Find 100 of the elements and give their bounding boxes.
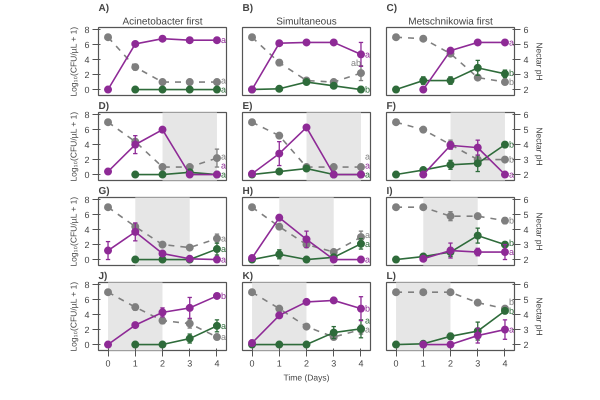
- y-tick-label: 6: [84, 125, 90, 136]
- data-label: a: [220, 170, 226, 180]
- y2-tick-label: 4: [524, 310, 529, 320]
- data-label: a: [364, 170, 370, 180]
- y-tick-label: 4: [84, 310, 90, 320]
- data-label: b: [364, 84, 370, 95]
- y2-tick-label: 2: [524, 85, 529, 96]
- data-label: a: [364, 152, 370, 162]
- data-label: a: [220, 244, 226, 254]
- y2-tick-label: 5: [524, 295, 529, 306]
- y2-tick-label: 4: [524, 225, 529, 236]
- data-label: b: [364, 304, 370, 314]
- chart-subtitle: Metschnikowia first: [408, 16, 493, 28]
- y2-tick-label: 5: [524, 40, 529, 50]
- y2-tick-label: 6: [524, 110, 529, 120]
- y-tick-label: 8: [84, 195, 90, 206]
- y2-tick-label: 4: [524, 140, 529, 150]
- x-tick-label: 1: [276, 358, 282, 368]
- chart-title: E): [242, 101, 252, 112]
- x-tick-label: 0: [106, 358, 111, 368]
- x-tick-label: 2: [304, 358, 310, 368]
- y-tick-label: 4: [84, 140, 90, 150]
- data-label: a: [220, 254, 226, 265]
- chart-title: K): [242, 271, 254, 282]
- y2-tick-label: 3: [524, 155, 529, 166]
- data-label: a: [364, 230, 370, 240]
- x-tick-label: 3: [187, 358, 192, 368]
- x-tick-label: 4: [358, 358, 364, 368]
- y-tick-label: 4: [84, 55, 90, 66]
- y-tick-label: 4: [84, 225, 90, 236]
- x-tick-label: 2: [160, 358, 166, 368]
- y2-tick-label: 2: [524, 255, 529, 266]
- data-label: b: [508, 306, 514, 316]
- y2-tick-label: 2: [524, 170, 529, 180]
- y-tick-label: 0: [84, 340, 90, 350]
- y-tick-label: 8: [84, 280, 90, 290]
- chart-title: H): [242, 186, 254, 197]
- data-label: a: [220, 332, 226, 342]
- x-tick-label: 4: [214, 358, 220, 368]
- data-label: a: [364, 160, 370, 171]
- data-label: a: [364, 254, 370, 265]
- y-axis-title: Log₁₀(CFU/µL + 1): [68, 26, 78, 97]
- y-tick-label: 6: [84, 210, 90, 220]
- y-tick-label: 6: [84, 40, 90, 50]
- x-tick-label: 0: [394, 358, 399, 368]
- data-label: a: [220, 152, 226, 162]
- data-label: a: [364, 316, 370, 326]
- data-label: a: [220, 84, 226, 95]
- data-label: a: [220, 320, 226, 331]
- data-label: b: [508, 296, 514, 307]
- y2-tick-label: 2: [524, 340, 529, 350]
- y2-tick-label: 3: [524, 325, 529, 336]
- y-axis-title: Log₁₀(CFU/µL + 1): [68, 112, 78, 182]
- data-label: a: [220, 35, 226, 46]
- y2-axis-title: Nectar pH: [534, 297, 545, 336]
- chart-title: C): [386, 3, 398, 14]
- data-label: a: [364, 49, 370, 60]
- data-label: a: [220, 160, 226, 171]
- y2-tick-label: 6: [524, 195, 529, 206]
- chart-subtitle: Acinetobacter first: [122, 16, 203, 28]
- y2-axis-title: Nectar pH: [534, 127, 545, 166]
- y-tick-label: 0: [84, 85, 90, 96]
- data-label: b: [508, 77, 514, 88]
- x-tick-label: 2: [448, 358, 454, 368]
- x-tick-label: 4: [502, 358, 508, 368]
- y2-tick-label: 6: [524, 25, 529, 36]
- x-tick-label: 1: [132, 358, 138, 368]
- y2-tick-label: 3: [524, 240, 529, 250]
- data-label: a: [508, 247, 514, 258]
- x-tick-label: 0: [250, 358, 255, 368]
- data-label: b: [508, 216, 514, 226]
- chart-subtitle: Simultaneous: [276, 16, 337, 28]
- chart-title: J): [98, 271, 108, 282]
- y2-tick-label: 6: [524, 280, 529, 290]
- y-tick-label: 2: [84, 325, 90, 336]
- y-tick-label: 6: [84, 295, 90, 306]
- y2-tick-label: 4: [524, 55, 529, 66]
- y-axis-title: Log₁₀(CFU/µL + 1): [68, 196, 78, 267]
- data-label: a: [364, 324, 370, 335]
- data-label: a: [364, 238, 370, 249]
- chart-title: G): [98, 186, 110, 197]
- y-tick-label: 8: [84, 25, 90, 36]
- data-label: a: [220, 76, 226, 86]
- y-tick-label: 0: [84, 170, 90, 180]
- data-label: b: [220, 290, 226, 301]
- chart-title: D): [98, 101, 110, 112]
- y-axis-title: Log₁₀(CFU/µL + 1): [68, 282, 78, 352]
- chart-title: L): [386, 271, 396, 282]
- data-label: a: [220, 234, 226, 244]
- x-tick-label: 3: [475, 358, 480, 368]
- y-tick-label: 2: [84, 70, 90, 80]
- x-axis-title: Time (Days): [284, 372, 330, 382]
- x-tick-label: 1: [420, 358, 426, 368]
- chart-title: B): [242, 3, 254, 14]
- y2-axis-title: Nectar pH: [534, 212, 545, 251]
- y2-tick-label: 5: [524, 210, 529, 220]
- y-tick-label: 0: [84, 255, 90, 266]
- y-tick-label: 2: [84, 240, 90, 250]
- y-tick-label: 2: [84, 155, 90, 166]
- chart-title: A): [98, 3, 110, 14]
